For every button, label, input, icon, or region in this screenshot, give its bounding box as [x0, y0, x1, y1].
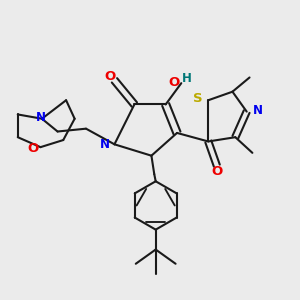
- Text: O: O: [211, 165, 223, 178]
- Text: N: N: [35, 111, 46, 124]
- Text: H: H: [182, 71, 192, 85]
- Text: O: O: [28, 142, 39, 155]
- Text: N: N: [100, 138, 110, 151]
- Text: S: S: [193, 92, 202, 105]
- Text: O: O: [105, 70, 116, 83]
- Text: O: O: [169, 76, 180, 89]
- Text: N: N: [252, 104, 262, 117]
